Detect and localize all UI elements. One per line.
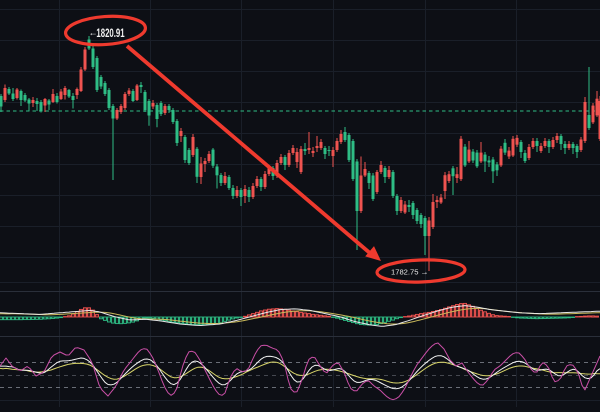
svg-text:1782.75: 1782.75 (391, 268, 418, 277)
svg-text:→: → (421, 268, 429, 277)
svg-text:1820.91: 1820.91 (96, 26, 124, 40)
